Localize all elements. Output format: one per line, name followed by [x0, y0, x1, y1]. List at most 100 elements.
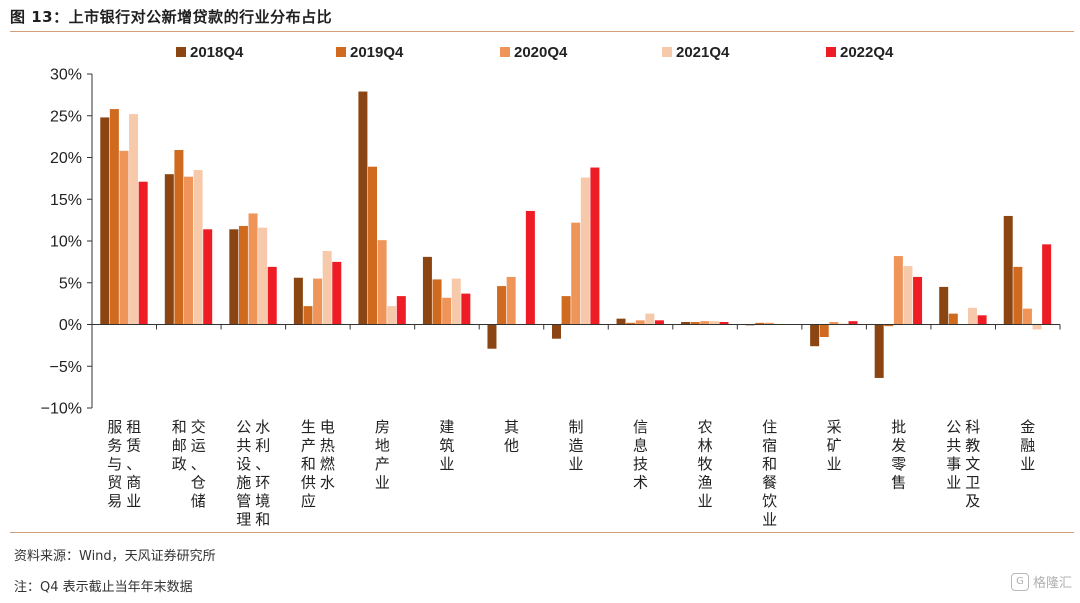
category-label-char: 邮 — [172, 437, 187, 455]
category-label: 金融业 — [1020, 418, 1035, 473]
category-label-char: 科 — [965, 418, 980, 436]
bar-chart: 2018Q4 2019Q4 2020Q4 2021Q4 2022Q4 −10% −5% 0%… — [41, 44, 1061, 529]
bar-2019Q4-14 — [948, 313, 958, 325]
y-axis: −10% −5% 0% 5% 10% 15% 20% 25% 30% — [41, 67, 93, 418]
category-label-char: 公 — [946, 418, 961, 436]
category-label: 其他 — [504, 418, 519, 455]
bar-2021Q4-3 — [258, 227, 268, 325]
bar-2019Q4-2 — [174, 149, 184, 325]
category-label-char: 利 — [255, 437, 270, 455]
legend-label: 2018Q4 — [190, 44, 244, 61]
category-label-char: 业 — [946, 474, 961, 492]
category-label-char: 住 — [762, 418, 777, 436]
bar-2018Q4-4 — [293, 277, 303, 325]
category-label-char: 电 — [320, 418, 335, 436]
category-label-char: 宿 — [762, 437, 777, 455]
bar-2019Q4-11 — [755, 322, 765, 325]
bar-2020Q4-11 — [764, 322, 774, 325]
bar-2021Q4-9 — [645, 313, 655, 325]
category-label-char: 融 — [1020, 437, 1035, 455]
bar-2018Q4-13 — [874, 324, 884, 378]
category-label-char: 供 — [301, 474, 316, 492]
category-label-char: 产 — [375, 455, 390, 473]
series-2022Q4 — [138, 167, 1052, 325]
category-label-char: 环 — [255, 474, 270, 492]
category-label-char: 产 — [301, 437, 316, 455]
bar-2022Q4-6 — [461, 293, 471, 325]
legend-label: 2021Q4 — [676, 44, 730, 61]
bottom-divider — [10, 532, 1074, 533]
bar-2021Q4-6 — [451, 278, 461, 325]
bar-2019Q4-1 — [109, 109, 119, 325]
y-tick-label: 0% — [59, 317, 82, 334]
category-label-column: 交运、仓储 — [191, 418, 206, 510]
category-label: 建筑业 — [439, 418, 454, 473]
y-tick-label: −5% — [50, 359, 82, 376]
category-label-char: 技 — [633, 455, 648, 473]
category-label-char: 共 — [236, 437, 251, 455]
bar-2022Q4-15 — [1042, 244, 1052, 325]
category-label-char: 赁 — [126, 437, 141, 455]
bar-2020Q4-8 — [571, 222, 581, 325]
category-label-char: 渔 — [698, 474, 713, 492]
category-label-char: 贸 — [107, 474, 122, 492]
top-divider — [10, 31, 1074, 32]
bar-2022Q4-1 — [138, 181, 148, 325]
category-label-char: 服 — [107, 418, 122, 436]
bar-2018Q4-6 — [422, 256, 432, 325]
category-label-char: 文 — [965, 455, 980, 473]
category-label-char: 售 — [891, 474, 906, 492]
bar-2020Q4-9 — [635, 320, 645, 325]
bar-2020Q4-4 — [313, 278, 323, 325]
category-label-char: 仓 — [191, 474, 206, 492]
bar-2018Q4-3 — [229, 229, 239, 325]
legend-item-2020Q4: 2020Q4 — [500, 44, 568, 61]
category-label-char: 业 — [1020, 455, 1035, 473]
category-label-char: 水 — [255, 418, 270, 436]
bar-2020Q4-3 — [248, 213, 258, 325]
bar-2019Q4-4 — [303, 306, 313, 325]
bar-2018Q4-15 — [1003, 215, 1013, 325]
bar-2019Q4-8 — [561, 296, 571, 325]
legend-label: 2020Q4 — [514, 44, 568, 61]
bar-2018Q4-8 — [552, 324, 561, 339]
category-label-char: 教 — [965, 437, 980, 455]
legend-label: 2019Q4 — [350, 44, 404, 61]
category-label-char: 、 — [126, 455, 141, 473]
legend-swatch — [826, 47, 836, 57]
category-label-char: 事 — [946, 455, 961, 473]
y-tick-label: 10% — [50, 234, 82, 251]
series-2018Q4 — [100, 91, 1013, 378]
category-label-char: 制 — [568, 418, 583, 436]
bar-2019Q4-13 — [884, 324, 894, 327]
category-label: 制造业 — [568, 418, 583, 473]
bar-2022Q4-3 — [267, 266, 277, 325]
legend-label: 2022Q4 — [840, 44, 894, 61]
category-label-char: 燃 — [320, 455, 335, 473]
bar-2019Q4-7 — [497, 286, 507, 325]
category-label-char: 和 — [762, 455, 777, 473]
legend-swatch — [662, 47, 672, 57]
category-label-char: 储 — [191, 492, 206, 510]
category-label-char: 与 — [107, 455, 122, 473]
bar-2018Q4-12 — [810, 324, 820, 347]
category-label-char: 商 — [126, 474, 141, 492]
category-label-char: 筑 — [439, 437, 454, 455]
legend-swatch — [336, 47, 346, 57]
legend-item-2021Q4: 2021Q4 — [662, 44, 730, 61]
category-label-column: 采矿业 — [827, 418, 842, 473]
category-label-char: 业 — [762, 511, 777, 529]
bar-2020Q4-15 — [1022, 308, 1032, 325]
bar-2019Q4-5 — [368, 166, 377, 325]
category-label-char: 共 — [946, 437, 961, 455]
bar-2019Q4-15 — [1013, 266, 1023, 325]
category-label-char: 业 — [698, 492, 713, 510]
bar-2022Q4-13 — [913, 276, 923, 325]
